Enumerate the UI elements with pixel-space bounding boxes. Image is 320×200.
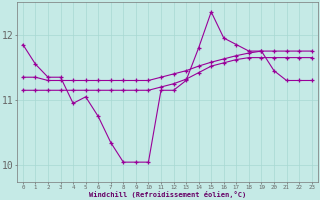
X-axis label: Windchill (Refroidissement éolien,°C): Windchill (Refroidissement éolien,°C) xyxy=(89,191,246,198)
